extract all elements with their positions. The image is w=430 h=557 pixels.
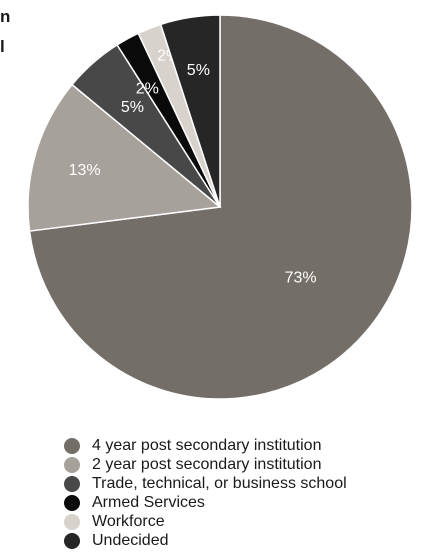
pie-chart: 73%13%5%2%2%5% bbox=[27, 14, 413, 400]
legend-label-5: Workforce bbox=[92, 513, 165, 530]
legend-swatch-4 bbox=[64, 494, 80, 511]
chart-legend: 4 year post secondary institution 2 year … bbox=[64, 436, 347, 550]
legend-label-3: Trade, technical, or business school bbox=[92, 475, 347, 492]
slice-data-label-6: 5% bbox=[187, 62, 210, 79]
slice-data-label-4: 2% bbox=[136, 81, 159, 98]
legend-swatch-5 bbox=[64, 513, 80, 530]
slice-data-label-1: 73% bbox=[285, 270, 317, 287]
legend-item-1: 4 year post secondary institution bbox=[64, 436, 347, 455]
pie-slice-6 bbox=[159, 14, 221, 208]
clipped-title-fragment-1: n bbox=[0, 7, 11, 26]
slice-data-label-3: 5% bbox=[121, 99, 144, 116]
legend-swatch-3 bbox=[64, 475, 80, 492]
legend-swatch-1 bbox=[64, 437, 80, 454]
legend-label-6: Undecided bbox=[92, 532, 169, 549]
legend-swatch-6 bbox=[64, 532, 80, 549]
legend-label-4: Armed Services bbox=[92, 494, 205, 511]
legend-item-4: Armed Services bbox=[64, 493, 347, 512]
legend-swatch-2 bbox=[64, 456, 80, 473]
clipped-title-fragment-2: l bbox=[0, 37, 5, 56]
slice-data-label-2: 13% bbox=[69, 162, 101, 179]
legend-item-5: Workforce bbox=[64, 512, 347, 531]
legend-label-2: 2 year post secondary institution bbox=[92, 456, 322, 473]
legend-item-3: Trade, technical, or business school bbox=[64, 474, 347, 493]
pie-slice-2 bbox=[27, 83, 222, 232]
legend-item-6: Undecided bbox=[64, 531, 347, 550]
legend-label-1: 4 year post secondary institution bbox=[92, 437, 322, 454]
legend-item-2: 2 year post secondary institution bbox=[64, 455, 347, 474]
